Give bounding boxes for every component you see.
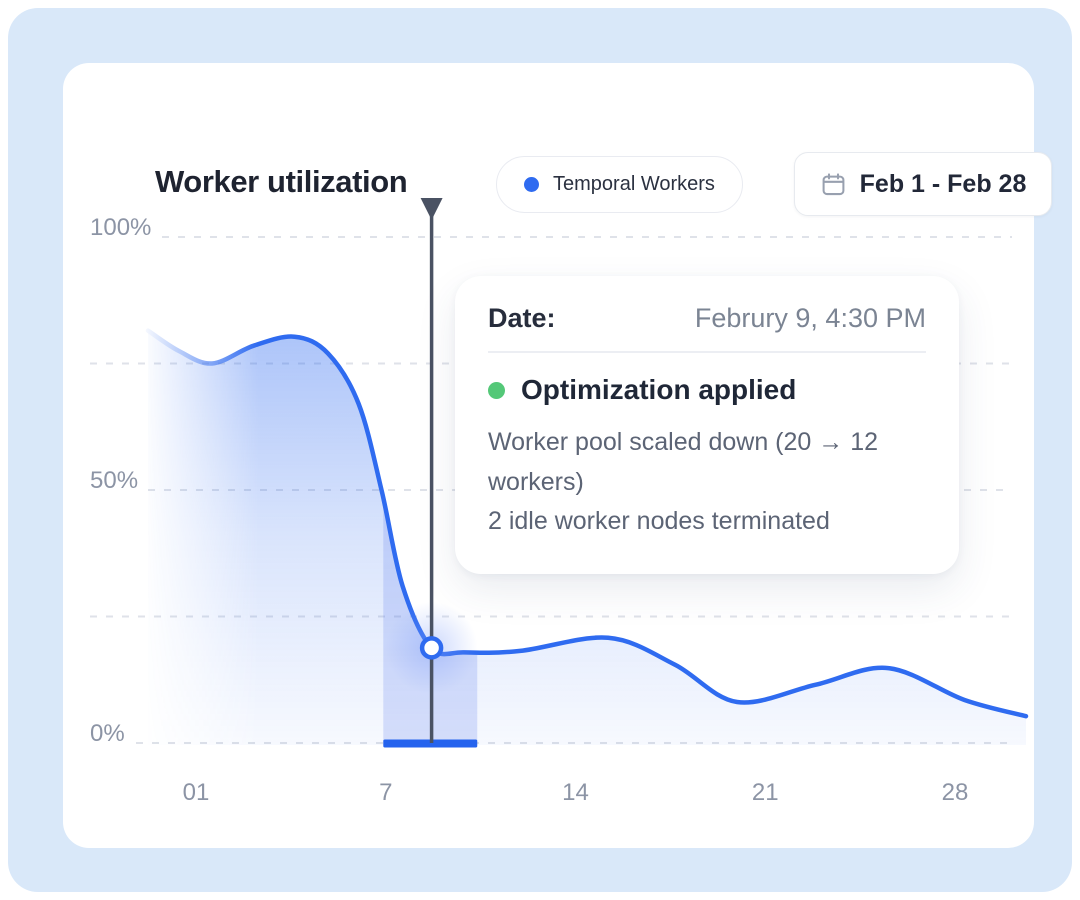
page-title: Worker utilization	[155, 164, 408, 199]
date-range-label: Feb 1 - Feb 28	[859, 169, 1027, 198]
event-status-dot-icon	[488, 381, 505, 399]
legend-dot-icon	[524, 177, 539, 192]
legend-temporal-workers[interactable]: Temporal Workers	[496, 156, 743, 213]
legend-label: Temporal Workers	[553, 173, 715, 195]
marker-data-point[interactable]	[419, 636, 444, 660]
marker-triangle-icon[interactable]	[420, 198, 443, 220]
x-tick-label-7: 7	[379, 779, 393, 806]
x-tick-label-14: 14	[562, 779, 589, 806]
chart-tooltip: Date: Februry 9, 4:30 PM Optimization ap…	[455, 276, 959, 574]
date-range-button[interactable]: Feb 1 - Feb 28	[794, 152, 1052, 216]
y-tick-label-50: 50%	[90, 467, 139, 494]
highlight-band-bar	[383, 739, 478, 748]
tooltip-event-row: Optimization applied	[488, 374, 926, 406]
tooltip-date-value: Februry 9, 4:30 PM	[694, 303, 926, 333]
y-tick-label-0: 0%	[90, 720, 125, 747]
tooltip-divider	[488, 351, 926, 353]
x-tick-label-21: 21	[751, 779, 779, 806]
calendar-icon	[822, 172, 845, 195]
tooltip-date-row: Date: Februry 9, 4:30 PM	[488, 303, 926, 334]
tooltip-details: Worker pool scaled down (20 → 12 workers…	[488, 423, 926, 542]
x-tick-label-28: 28	[941, 779, 969, 806]
tooltip-detail-line: 2 idle worker nodes terminated	[488, 507, 830, 535]
y-tick-label-100: 100%	[90, 214, 152, 241]
tooltip-detail-line: Worker pool scaled down (20 → 12 workers…	[488, 428, 879, 496]
tooltip-event-label: Optimization applied	[521, 374, 797, 405]
tooltip-date-label: Date:	[488, 303, 556, 333]
x-tick-label-1: 01	[182, 779, 210, 806]
